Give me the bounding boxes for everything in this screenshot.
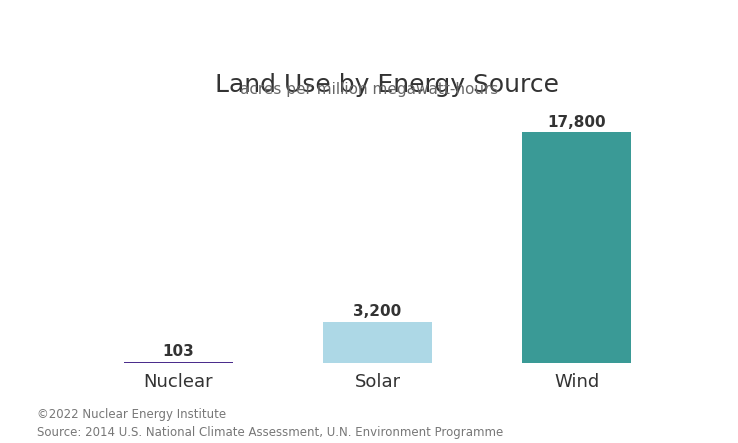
Text: 17,800: 17,800 [547,115,606,130]
Bar [522,132,631,363]
Text: 3,200: 3,200 [354,304,401,319]
Text: 103: 103 [162,344,194,359]
Bar [124,362,233,363]
Bar [323,322,432,363]
Title: Land Use by Energy Source: Land Use by Energy Source [215,73,559,97]
Text: acres per million megawatt-hours: acres per million megawatt-hours [240,82,498,97]
Text: ©2022 Nuclear Energy Institute
Source: 2014 U.S. National Climate Assessment, U.: ©2022 Nuclear Energy Institute Source: 2… [37,408,503,439]
